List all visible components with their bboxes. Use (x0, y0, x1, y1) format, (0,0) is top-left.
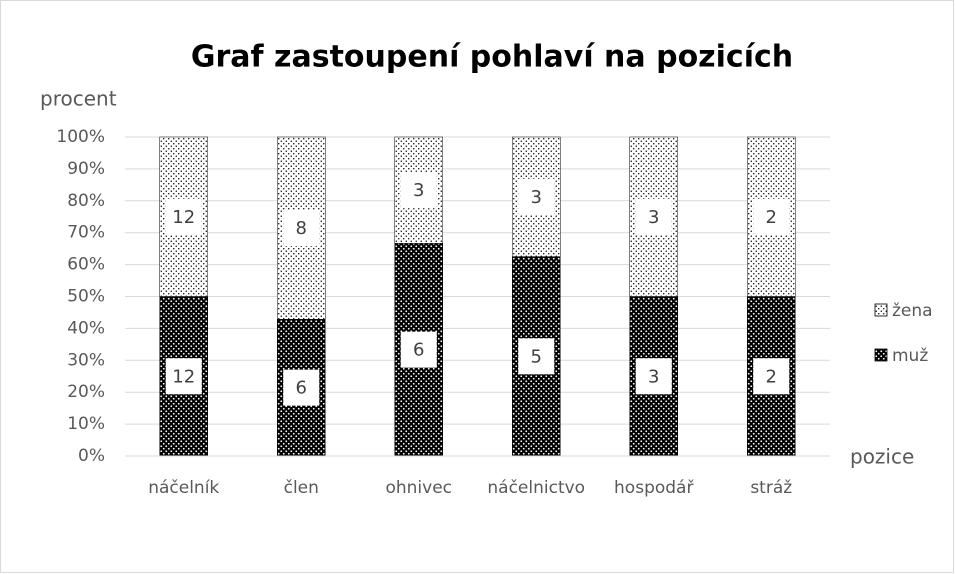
value-label-box (165, 198, 202, 235)
y-tick-label: 50% (67, 287, 105, 307)
y-tick-label: 60% (67, 255, 105, 275)
x-tick-label: stráž (750, 478, 792, 498)
value-label: 5 (531, 346, 542, 367)
value-label-box (518, 178, 555, 215)
legend-swatch (874, 348, 888, 362)
y-tick-label: 100% (56, 127, 105, 147)
legend-label: muž (892, 346, 928, 366)
x-tick-label: náčelnictvo (487, 478, 585, 498)
value-label: 3 (648, 207, 659, 228)
legend-swatch (874, 303, 888, 317)
value-label-box (400, 172, 437, 209)
value-label: 2 (766, 366, 777, 387)
y-tick-label: 20% (67, 382, 105, 402)
value-label: 3 (648, 366, 659, 387)
value-label-box (283, 210, 320, 247)
value-label: 3 (531, 187, 542, 208)
y-tick-label: 70% (67, 223, 105, 243)
value-label-box (165, 358, 202, 395)
x-tick-label: hospodář (614, 478, 694, 498)
y-tick-label: 40% (67, 318, 105, 338)
value-label-box (518, 338, 555, 375)
value-label-box (635, 358, 672, 395)
value-label: 3 (413, 180, 424, 201)
y-tick-label: 90% (67, 159, 105, 179)
value-label: 6 (296, 378, 307, 399)
y-tick-label: 10% (67, 414, 105, 434)
x-tick-label: člen (284, 478, 319, 498)
value-label: 12 (172, 207, 195, 228)
value-label: 8 (296, 218, 307, 239)
value-label-box (283, 369, 320, 406)
legend-label: žena (892, 301, 933, 321)
value-label-box (753, 358, 790, 395)
y-tick-label: 30% (67, 350, 105, 370)
y-tick-label: 0% (78, 446, 105, 466)
y-axis-label: procent (40, 87, 117, 111)
value-label: 6 (413, 340, 424, 361)
y-tick-label: 80% (67, 191, 105, 211)
value-label-box (753, 198, 790, 235)
value-label-box (400, 331, 437, 368)
x-axis-label: pozice (850, 445, 914, 469)
value-label-box (635, 198, 672, 235)
value-label: 12 (172, 366, 195, 387)
value-label: 2 (766, 207, 777, 228)
chart-title: Graf zastoupení pohlaví na pozicích (191, 40, 793, 75)
x-tick-label: ohnivec (385, 478, 452, 498)
x-tick-label: náčelník (148, 478, 219, 498)
